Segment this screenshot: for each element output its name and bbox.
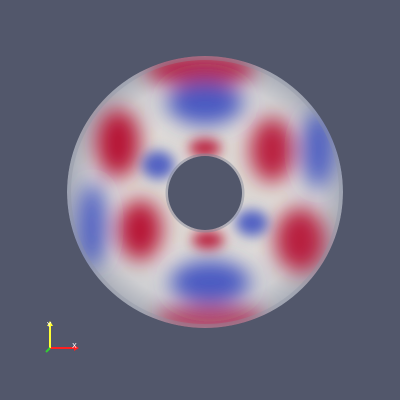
x-axis-arrowhead [74, 345, 79, 351]
y-axis-label: Y [46, 321, 52, 329]
y-axis-arrowhead [47, 321, 53, 326]
torus-mesh-icon[interactable] [63, 52, 347, 332]
z-axis-arrow [45, 347, 51, 353]
x-axis-label: X [72, 342, 77, 350]
orientation-axes-widget: X Y [45, 321, 79, 353]
